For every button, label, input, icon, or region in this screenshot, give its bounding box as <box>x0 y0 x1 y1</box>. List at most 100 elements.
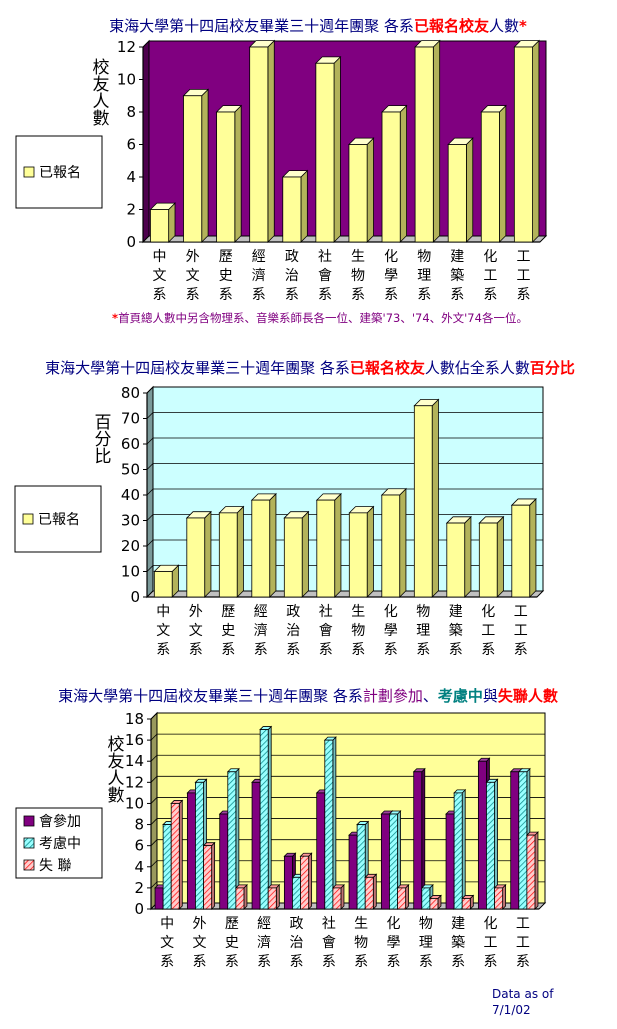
chart-3-legend-swatch <box>23 837 35 849</box>
chart-2-ytick-label: 70 <box>121 410 140 428</box>
chart-1-title-seg-3: * <box>519 17 527 35</box>
chart-2-category-label: 工工系 <box>514 604 528 658</box>
chart-2-plot: 0 10 20 30 40 50 60 70 80 中文系 外文系 歷史系 經濟系 政治系 社會系 生物系 化學… <box>121 384 545 658</box>
chart-2-category-label: 生物系 <box>351 604 365 658</box>
chart-3-title-seg-1: 計劃參加 <box>363 687 423 705</box>
chart-1-category-label: 中文系 <box>153 249 167 303</box>
chart-1-title-seg-0: 東海大學第十四屆校友畢業三十週年團聚 各系 <box>109 17 414 35</box>
chart-2-ytick-label: 40 <box>121 486 140 504</box>
chart-1-ytick-label: 8 <box>126 103 136 121</box>
chart-3-bar <box>323 736 337 910</box>
chart-1: 東海大學第十四屆校友畢業三十週年團聚 各系已報名校友人數* 校友人數 0 2 4 6 8… <box>15 17 548 325</box>
chart-2-bar <box>315 492 342 598</box>
chart-3-title-seg-2: 、 <box>423 687 438 705</box>
chart-1-title-seg-2: 人數 <box>489 17 519 35</box>
chart-3-bar <box>299 852 313 910</box>
chart-1-category-label: 工工系 <box>516 249 530 303</box>
chart-3-legend-swatch <box>23 859 35 871</box>
chart-2-legend-label: 已報名 <box>38 512 80 528</box>
chart-3-ytick-label: 12 <box>125 773 144 791</box>
chart-2-gridline-side <box>146 565 154 572</box>
chart-1-ytick-label: 10 <box>117 71 136 89</box>
chart-1-ylabel: 校友人數 <box>93 58 110 129</box>
chart-2-category-label: 物理系 <box>416 604 430 658</box>
chart-3-ylabel: 校友人數 <box>108 735 125 806</box>
chart-2-category-label: 外文系 <box>189 604 203 658</box>
chart-1-bar <box>480 104 507 243</box>
chart-3-legend-label: 會參加 <box>39 814 81 830</box>
chart-1-category-label: 物理系 <box>417 249 431 303</box>
chart-1-bar <box>414 39 441 243</box>
chart-3-ytick-label: 6 <box>134 837 144 855</box>
chart-2-title-seg-2: 人數佔全系人數 <box>425 359 530 377</box>
chart-3-gridline-side <box>150 839 158 846</box>
chart-1-bar <box>381 104 408 243</box>
chart-1-ytick-label: 0 <box>126 233 136 251</box>
chart-3-gridline-side <box>150 860 158 868</box>
chart-2-title-seg-1: 已報名校友 <box>350 359 425 377</box>
chart-1-bar <box>149 202 176 243</box>
chart-2-gridline-side <box>146 386 154 394</box>
chart-1-footnote: *首頁總人數中另含物理系、音樂系師長各一位、建築'73、'74、外文'74各一位… <box>112 311 528 325</box>
chart-1-category-label: 政治系 <box>285 249 299 303</box>
chart-1-ytick-label: 2 <box>126 201 136 219</box>
footer-date-value: 7/1/02 <box>492 1003 531 1017</box>
chart-3-ytick-label: 2 <box>134 879 144 897</box>
chart-1-legend: 已報名 <box>15 135 103 209</box>
chart-2-bar <box>380 487 407 598</box>
chart-3-gridline-side <box>150 776 158 783</box>
chart-2-ytick-label: 30 <box>121 512 140 530</box>
chart-2-category-label: 歷史系 <box>221 604 235 658</box>
chart-1-bar <box>182 88 210 243</box>
chart-1-category-label: 化學系 <box>384 249 398 303</box>
chart-2-ytick-label: 50 <box>121 461 140 479</box>
chart-2-ytick-label: 80 <box>121 384 140 402</box>
chart-3-bar <box>412 767 426 910</box>
chart-2-bar <box>413 398 440 598</box>
chart-3-legend-label: 考慮中 <box>39 836 81 852</box>
chart-3-gridline-side <box>150 733 158 741</box>
chart-2-ylabel-text: 百分比 <box>95 413 112 467</box>
chart-3-category-label: 建築系 <box>451 916 465 970</box>
chart-1-bar <box>314 55 342 243</box>
chart-3-bar <box>453 788 467 910</box>
chart-2-bar <box>218 505 245 598</box>
chart-1-ytick-label: 4 <box>126 168 136 186</box>
chart-2-bar <box>445 515 472 598</box>
chart-1-legend-label: 已報名 <box>39 165 81 181</box>
chart-3-ytick-label: 4 <box>134 858 144 876</box>
chart-3-bar <box>493 883 507 910</box>
chart-3-gridline-side <box>150 754 158 762</box>
chart-2-bar <box>510 497 537 598</box>
chart-3-ytick-label: 0 <box>134 900 144 918</box>
chart-3-category-label: 政治系 <box>290 916 304 970</box>
chart-3: 東海大學第十四屆校友畢業三十週年團聚 各系計劃參加、考慮中與失聯人數 校友人數 … <box>15 687 558 970</box>
chart-3-ytick-label: 14 <box>125 752 144 770</box>
chart-3-category-label: 歷史系 <box>225 916 239 970</box>
chart-1-ylabel-text: 校友人數 <box>93 58 110 129</box>
chart-2-category-label: 化學系 <box>384 604 398 658</box>
chart-1-title-seg-1: 已報名校友 <box>414 17 489 35</box>
chart-3-bar <box>170 799 184 910</box>
chart-2-category-label: 經濟系 <box>254 604 268 658</box>
chart-1-bar <box>347 137 375 243</box>
chart-3-plot: 0 2 4 6 8 10 12 14 16 18 中文系 外文系 歷史系 經濟系 政治系 社會系 生物系 化學系 物… <box>125 710 547 970</box>
chart-1-category-label: 經濟系 <box>252 249 266 303</box>
chart-3-ytick-label: 18 <box>125 710 144 728</box>
chart-2-bar <box>478 515 505 598</box>
chart-2-gridline-side <box>146 539 154 547</box>
chart-1-category-label: 生物系 <box>351 249 365 303</box>
chart-1-category-label: 建築系 <box>450 249 464 303</box>
chart-3-bar <box>396 883 410 910</box>
chart-3-gridline-side <box>150 881 158 889</box>
footer-date-label: Data as of <box>492 987 554 1001</box>
chart-1-category-label: 歷史系 <box>219 249 233 303</box>
chart-3-gridline-side <box>150 797 158 804</box>
chart-3-bar <box>388 810 402 910</box>
chart-1-bar <box>215 104 243 243</box>
chart-2-gridline-side <box>146 463 154 470</box>
chart-2-ytick-label: 20 <box>121 537 140 555</box>
chart-3-bar <box>461 894 475 910</box>
chart-1-category-label: 外文系 <box>186 249 200 303</box>
